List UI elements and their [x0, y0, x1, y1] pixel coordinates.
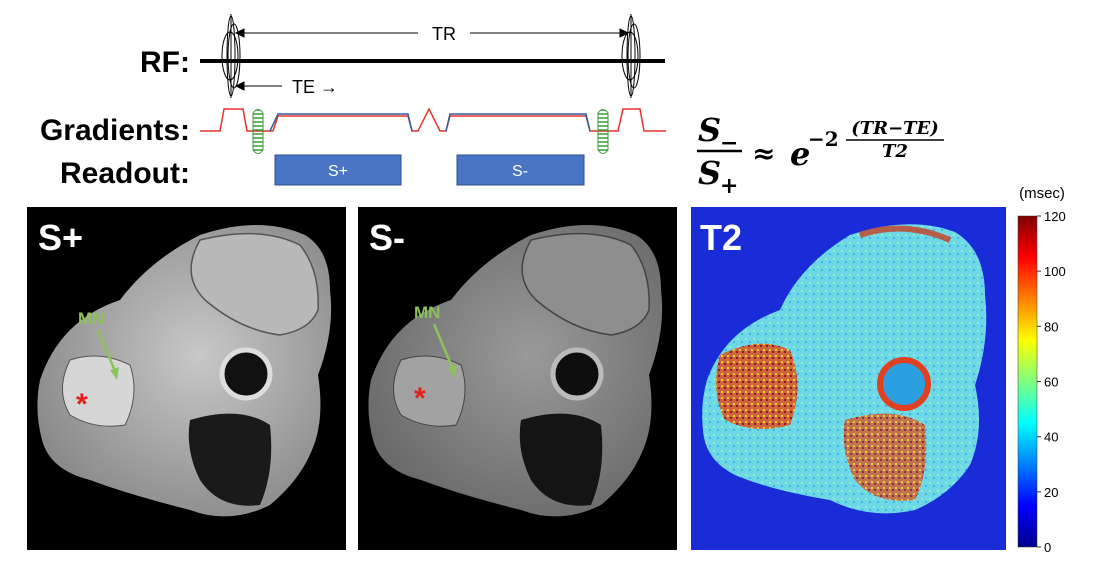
panel-s-minus-label: S- — [369, 217, 405, 258]
mn-arrow-s-minus — [432, 323, 457, 375]
panel-t2-map: T2 — [691, 207, 1006, 550]
muscle-compartment — [393, 355, 466, 427]
t2-rim — [859, 225, 952, 243]
panel-s-plus-label: S+ — [38, 217, 83, 258]
tr-arrow — [234, 28, 630, 38]
marker-s-plus: * — [76, 388, 88, 421]
dark-region — [188, 413, 272, 506]
eq-numerator-base: S — [698, 111, 721, 149]
t2-bone — [877, 357, 931, 411]
panel-s-minus: S- MN * — [358, 207, 677, 550]
gradient-waveform-blue — [269, 113, 413, 132]
dark-region — [519, 413, 603, 506]
readout-box-pos — [274, 154, 402, 186]
mn-label-s-plus: MN — [78, 309, 104, 328]
bone — [550, 347, 604, 401]
marker-s-minus: * — [414, 382, 426, 415]
colorbar-tick-label: 0 — [1044, 540, 1051, 555]
colorbar-tick-label: 80 — [1044, 319, 1058, 334]
mn-label-s-minus: MN — [414, 303, 440, 322]
eq-approx: ≈ — [752, 137, 775, 170]
colorbar-unit: (msec) — [1019, 185, 1065, 202]
te-label: TE → — [292, 77, 338, 97]
readout-neg-label: S- — [512, 163, 528, 180]
t2-hot-region — [716, 343, 798, 429]
eq-e: e — [790, 135, 810, 173]
gradient-waveform-blue-2 — [445, 113, 591, 132]
eq-numerator-sub: − — [720, 130, 738, 156]
mn-arrowhead-s-minus — [448, 365, 457, 378]
eq-denominator-sub: + — [720, 173, 738, 199]
readout-pos-label: S+ — [328, 163, 348, 180]
colorbar-scale — [1017, 215, 1038, 548]
te-arrow — [234, 81, 282, 91]
eq-denominator-base: S — [698, 154, 721, 192]
mn-arrowhead-s-plus — [110, 367, 119, 380]
gradient-waveform-red — [200, 107, 666, 132]
t2-hot-region — [843, 413, 927, 501]
eq-exp-numerator: (TR−TE) — [851, 118, 939, 139]
readout-box-neg — [456, 154, 585, 186]
rf-pulse-left — [221, 14, 241, 98]
colorbar-tick-label: 120 — [1044, 209, 1066, 224]
muscle-compartment — [190, 232, 319, 336]
colorbar-tick-label: 60 — [1044, 375, 1058, 390]
muscle-compartment — [521, 232, 650, 336]
colorbar-ticks: 120 100 80 60 40 20 0 — [1037, 209, 1066, 555]
signal-ratio-equation: S − S + ≈ e −2 (TR−TE) T2 — [697, 111, 944, 199]
bone — [219, 347, 273, 401]
rf-pulse-right — [621, 14, 641, 98]
eq-exp-denominator: T2 — [882, 141, 908, 162]
readout-row-label: Readout: — [60, 157, 190, 190]
panel-t2-label: T2 — [700, 217, 742, 258]
rf-row-label: RF: — [140, 46, 190, 79]
colorbar-tick-label: 20 — [1044, 485, 1058, 500]
crusher-gradient-right — [597, 109, 609, 154]
colorbar-tick-label: 100 — [1044, 264, 1066, 279]
muscle-compartment — [62, 355, 135, 427]
eq-exp-prefix: −2 — [808, 127, 839, 151]
tr-label: TR — [432, 24, 456, 44]
colorbar-tick-label: 40 — [1044, 430, 1058, 445]
panel-s-plus: S+ MN * — [27, 207, 346, 550]
colorbar: (msec) 120 100 80 60 40 20 0 — [1017, 185, 1066, 555]
mn-arrow-s-plus — [96, 329, 119, 377]
pulse-sequence-diagram: RF: TR TE → Gradients — [40, 14, 666, 190]
crusher-gradient-left — [252, 109, 264, 154]
gradients-row-label: Gradients: — [40, 114, 190, 147]
